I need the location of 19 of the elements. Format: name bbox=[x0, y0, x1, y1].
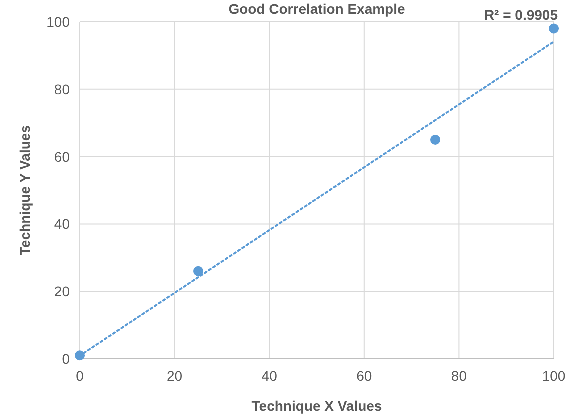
y-tick-label: 0 bbox=[62, 351, 70, 367]
y-tick-label: 40 bbox=[54, 216, 70, 232]
point bbox=[430, 134, 440, 145]
x-axis-title: Technique X Values bbox=[252, 398, 382, 414]
point bbox=[194, 266, 204, 276]
y-tick-label: 60 bbox=[54, 148, 70, 165]
point bbox=[549, 24, 559, 34]
chart-title: Good Correlation Example bbox=[228, 1, 406, 17]
x-tick-label: 100 bbox=[542, 368, 566, 384]
x-tick-label: 80 bbox=[451, 368, 468, 384]
x-tick-label: 0 bbox=[76, 368, 84, 384]
x-tick-label: 40 bbox=[262, 368, 278, 384]
y-tick-label: 80 bbox=[54, 81, 70, 98]
y-tick-label: 20 bbox=[54, 284, 70, 300]
annotation: R² = 0.9905 bbox=[484, 7, 558, 23]
x-tick-label: 20 bbox=[167, 368, 183, 384]
y-axis-title: Technique Y Values bbox=[17, 125, 33, 256]
y-tick-label: 100 bbox=[46, 14, 70, 30]
x-tick-label: 60 bbox=[356, 368, 372, 384]
